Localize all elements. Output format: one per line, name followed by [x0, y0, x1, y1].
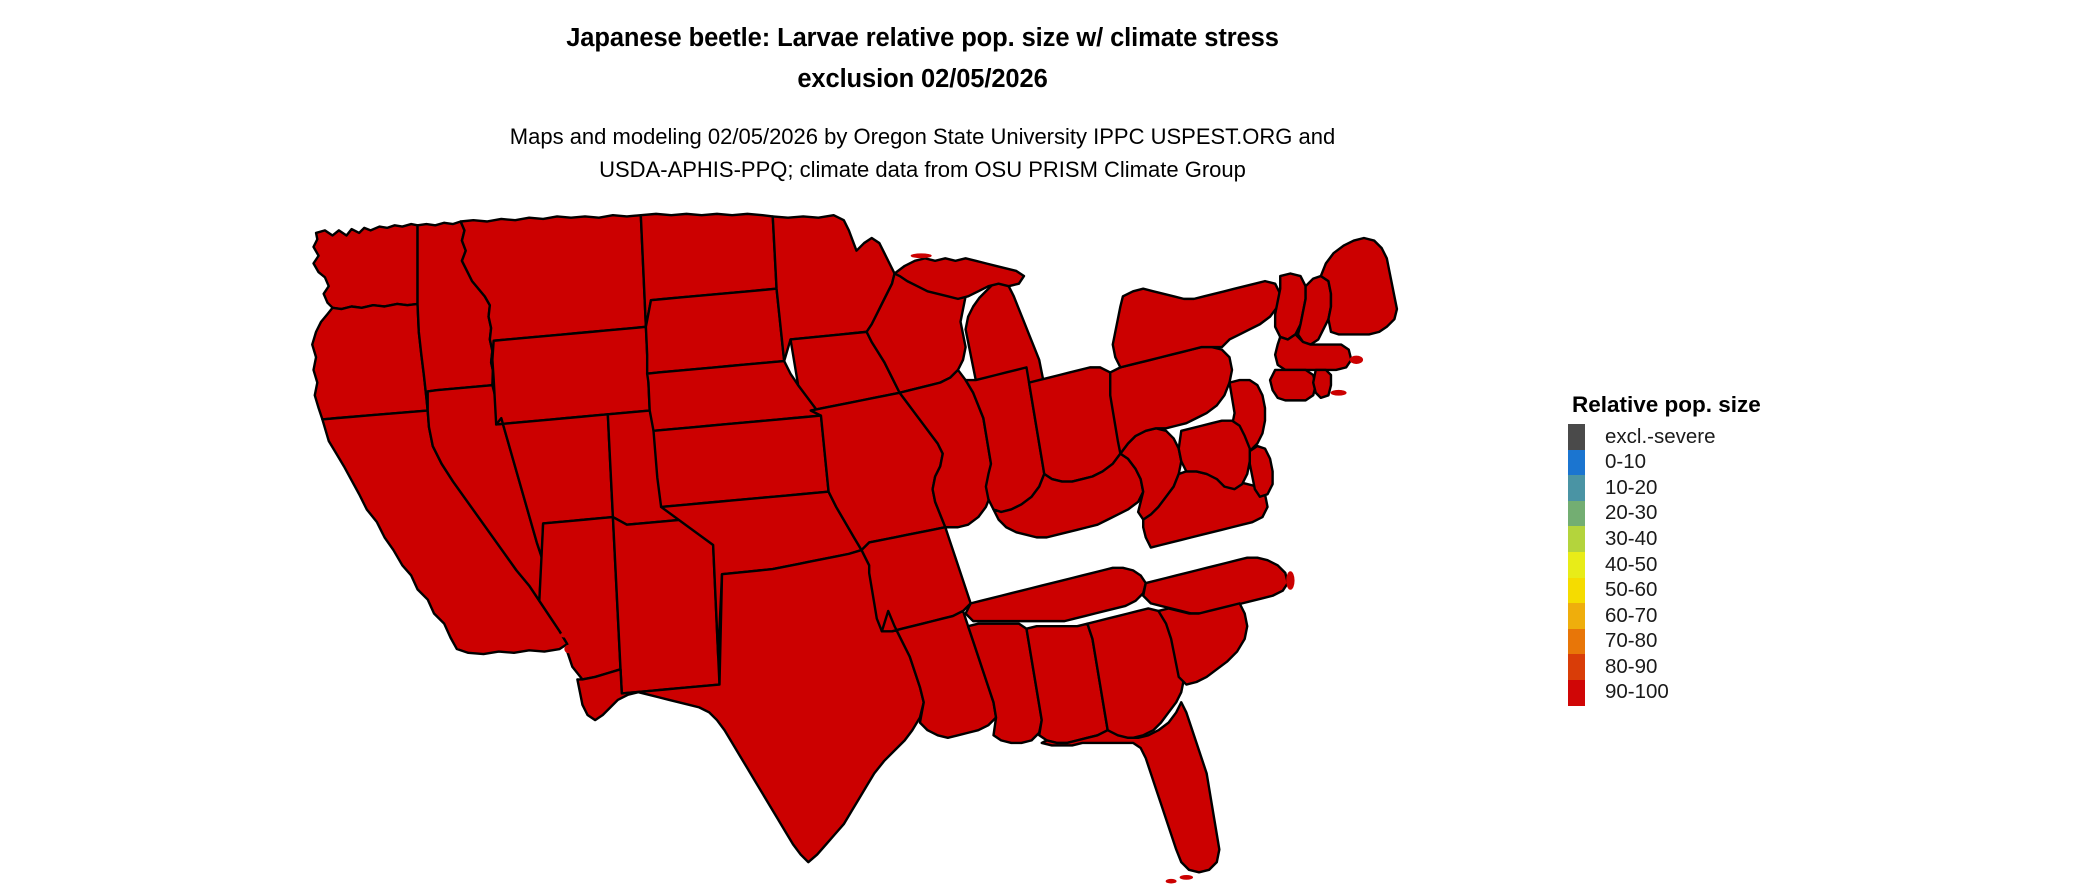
legend-label: 40-50	[1605, 552, 1658, 576]
legend-swatch	[1568, 526, 1585, 552]
legend-item[interactable]: 0-10	[1568, 449, 1868, 476]
state-michigan-upper[interactable]	[893, 257, 1026, 301]
legend-label: 50-60	[1605, 578, 1658, 602]
legend-item[interactable]: 50-60	[1568, 577, 1868, 604]
us-choropleth-map[interactable]	[290, 205, 1560, 885]
legend-swatch	[1568, 551, 1585, 578]
island-channel-2	[544, 626, 555, 632]
legend-item[interactable]: 30-40	[1568, 526, 1868, 552]
island-long-island-east	[1330, 389, 1347, 396]
legend-label: 60-70	[1605, 603, 1658, 627]
legend-label: 90-100	[1605, 680, 1669, 704]
state-georgia[interactable]	[1086, 607, 1186, 740]
state-south-carolina[interactable]	[1157, 602, 1249, 686]
legend-label: 20-30	[1605, 501, 1658, 525]
state-wyoming[interactable]	[491, 325, 651, 426]
subtitle: Maps and modeling 02/05/2026 by Oregon S…	[0, 120, 1845, 186]
state-louisiana[interactable]	[880, 609, 998, 740]
island-outer-banks	[1286, 571, 1295, 590]
legend-item[interactable]: 20-30	[1568, 500, 1868, 527]
legend-label: excl.-severe	[1605, 424, 1716, 448]
state-south-dakota[interactable]	[644, 287, 786, 375]
legend-label: 10-20	[1605, 475, 1658, 499]
state-oregon[interactable]	[311, 302, 429, 421]
state-maine[interactable]	[1319, 236, 1399, 336]
island-channel-4	[564, 644, 573, 654]
subtitle-line-2: USDA-APHIS-PPQ; climate data from OSU PR…	[599, 157, 1246, 182]
legend-label: 70-80	[1605, 629, 1658, 653]
state-rhode-island[interactable]	[1312, 368, 1333, 400]
island-channel-1	[512, 611, 539, 619]
island-puget	[319, 240, 328, 246]
title-line-1: Japanese beetle: Larvae relative pop. si…	[566, 24, 1279, 52]
state-massachusetts[interactable]	[1273, 333, 1353, 372]
legend-swatch	[1568, 500, 1585, 527]
legend-swatch	[1568, 475, 1585, 501]
island-channel-3	[560, 632, 570, 638]
legend-label: 0-10	[1605, 450, 1647, 474]
state-north-carolina[interactable]	[1142, 556, 1290, 615]
state-connecticut[interactable]	[1268, 368, 1317, 402]
state-wisconsin[interactable]	[865, 269, 967, 394]
legend-label: 30-40	[1605, 526, 1658, 550]
legend-item[interactable]: 60-70	[1568, 603, 1868, 629]
state-tennessee[interactable]	[964, 566, 1147, 623]
state-maryland[interactable]	[1177, 419, 1251, 491]
legend-item[interactable]: 80-90	[1568, 654, 1868, 680]
subtitle-line-1: Maps and modeling 02/05/2026 by Oregon S…	[509, 124, 1336, 149]
legend-item[interactable]: 10-20	[1568, 475, 1868, 501]
legend-item[interactable]: excl.-severe	[1568, 424, 1868, 450]
state-illinois[interactable]	[898, 368, 995, 529]
state-virginia[interactable]	[1142, 470, 1269, 549]
legend-item[interactable]: 70-80	[1568, 628, 1868, 655]
legend-item[interactable]: 40-50	[1568, 551, 1868, 578]
island-keys-2	[1165, 878, 1177, 884]
state-delaware[interactable]	[1248, 444, 1274, 498]
legend-swatch	[1568, 424, 1585, 450]
title-line-2: exclusion 02/05/2026	[797, 65, 1048, 93]
legend-item[interactable]: 90-100	[1568, 679, 1868, 706]
legend-items: excl.-severe 0-10 10-20 20-30 30-40 40-50 50-6…	[1568, 424, 1868, 706]
island-keys-1	[1179, 874, 1194, 880]
state-new-mexico[interactable]	[611, 515, 721, 695]
map-legend: Relative pop. size excl.-severe 0-10 10-20…	[1568, 392, 1868, 706]
legend-swatch	[1568, 449, 1585, 476]
state-arizona[interactable]	[538, 515, 622, 681]
legend-swatch	[1568, 654, 1585, 680]
us-map-svg[interactable]	[290, 205, 1560, 885]
coastal-island-fragments	[319, 240, 1364, 884]
island-lake-superior	[910, 253, 932, 259]
island-cape-cod	[1349, 355, 1364, 364]
state-texas[interactable]	[576, 548, 925, 864]
state-florida[interactable]	[1040, 701, 1221, 874]
state-shapes	[311, 212, 1399, 874]
legend-label: 80-90	[1605, 654, 1658, 678]
legend-swatch	[1568, 628, 1585, 655]
legend-title: Relative pop. size	[1572, 392, 1761, 417]
state-washington[interactable]	[312, 222, 419, 311]
state-new-york[interactable]	[1111, 279, 1282, 369]
legend-swatch	[1568, 603, 1585, 629]
page-title: Japanese beetle: Larvae relative pop. si…	[0, 18, 1845, 100]
legend-swatch	[1568, 679, 1585, 706]
legend-swatch	[1568, 577, 1585, 604]
